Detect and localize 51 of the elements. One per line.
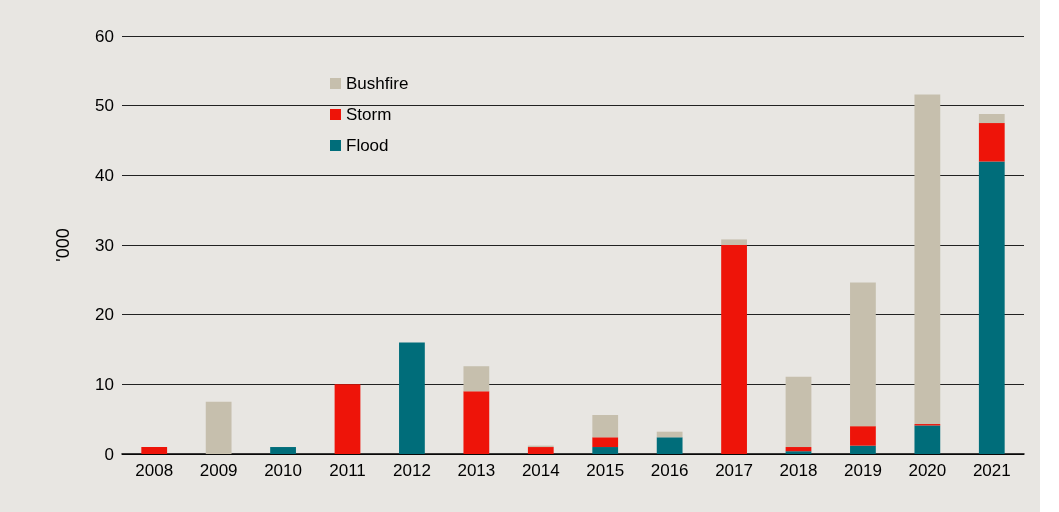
legend-label: Storm	[346, 105, 392, 124]
bar	[592, 437, 619, 448]
bar	[978, 114, 1005, 124]
bar	[141, 447, 168, 454]
bar	[334, 384, 361, 454]
x-tick-label: 2019	[844, 461, 882, 480]
x-tick-label: 2011	[329, 461, 366, 480]
bar	[785, 451, 812, 454]
bar	[850, 426, 876, 446]
x-tick-label: 2010	[264, 461, 302, 480]
y-axis-title: '000	[53, 228, 73, 262]
y-tick-label: 10	[95, 374, 114, 394]
x-tick-label: 2008	[135, 461, 174, 480]
bar	[592, 447, 619, 454]
legend-label: Bushfire	[346, 74, 409, 93]
bar	[850, 445, 876, 454]
bar	[399, 342, 425, 454]
y-tick-label: 60	[95, 26, 114, 46]
y-tick-label: 30	[95, 235, 114, 255]
bar	[270, 447, 296, 454]
x-tick-label: 2017	[715, 461, 753, 480]
bar	[205, 401, 232, 454]
y-tick-label: 50	[95, 96, 114, 116]
y-tick-label: 0	[104, 444, 114, 464]
x-tick-label: 2009	[199, 461, 238, 480]
bar	[463, 391, 490, 454]
bar	[914, 425, 941, 454]
x-tick-label: 2021	[972, 461, 1011, 480]
bar	[721, 239, 747, 245]
x-tick-label: 2014	[521, 461, 560, 480]
bar	[914, 94, 941, 425]
bar	[656, 431, 683, 438]
bar	[785, 447, 812, 452]
bar	[785, 376, 812, 448]
bar	[592, 414, 619, 438]
bar	[656, 437, 683, 454]
bar	[527, 447, 554, 454]
x-tick-label: 2015	[586, 461, 625, 480]
x-tick-label: 2018	[779, 461, 818, 480]
bar	[850, 282, 876, 427]
bar	[978, 123, 1005, 162]
x-tick-label: 2013	[457, 461, 496, 480]
x-tick-label: 2016	[650, 461, 689, 480]
y-tick-label: 20	[95, 305, 114, 325]
bar	[463, 366, 490, 392]
legend-label: Flood	[346, 136, 389, 155]
bar	[721, 245, 747, 454]
x-tick-label: 2012	[393, 461, 431, 480]
y-tick-label: 40	[95, 165, 114, 185]
x-tick-label: 2020	[908, 461, 947, 480]
bar	[978, 161, 1005, 454]
